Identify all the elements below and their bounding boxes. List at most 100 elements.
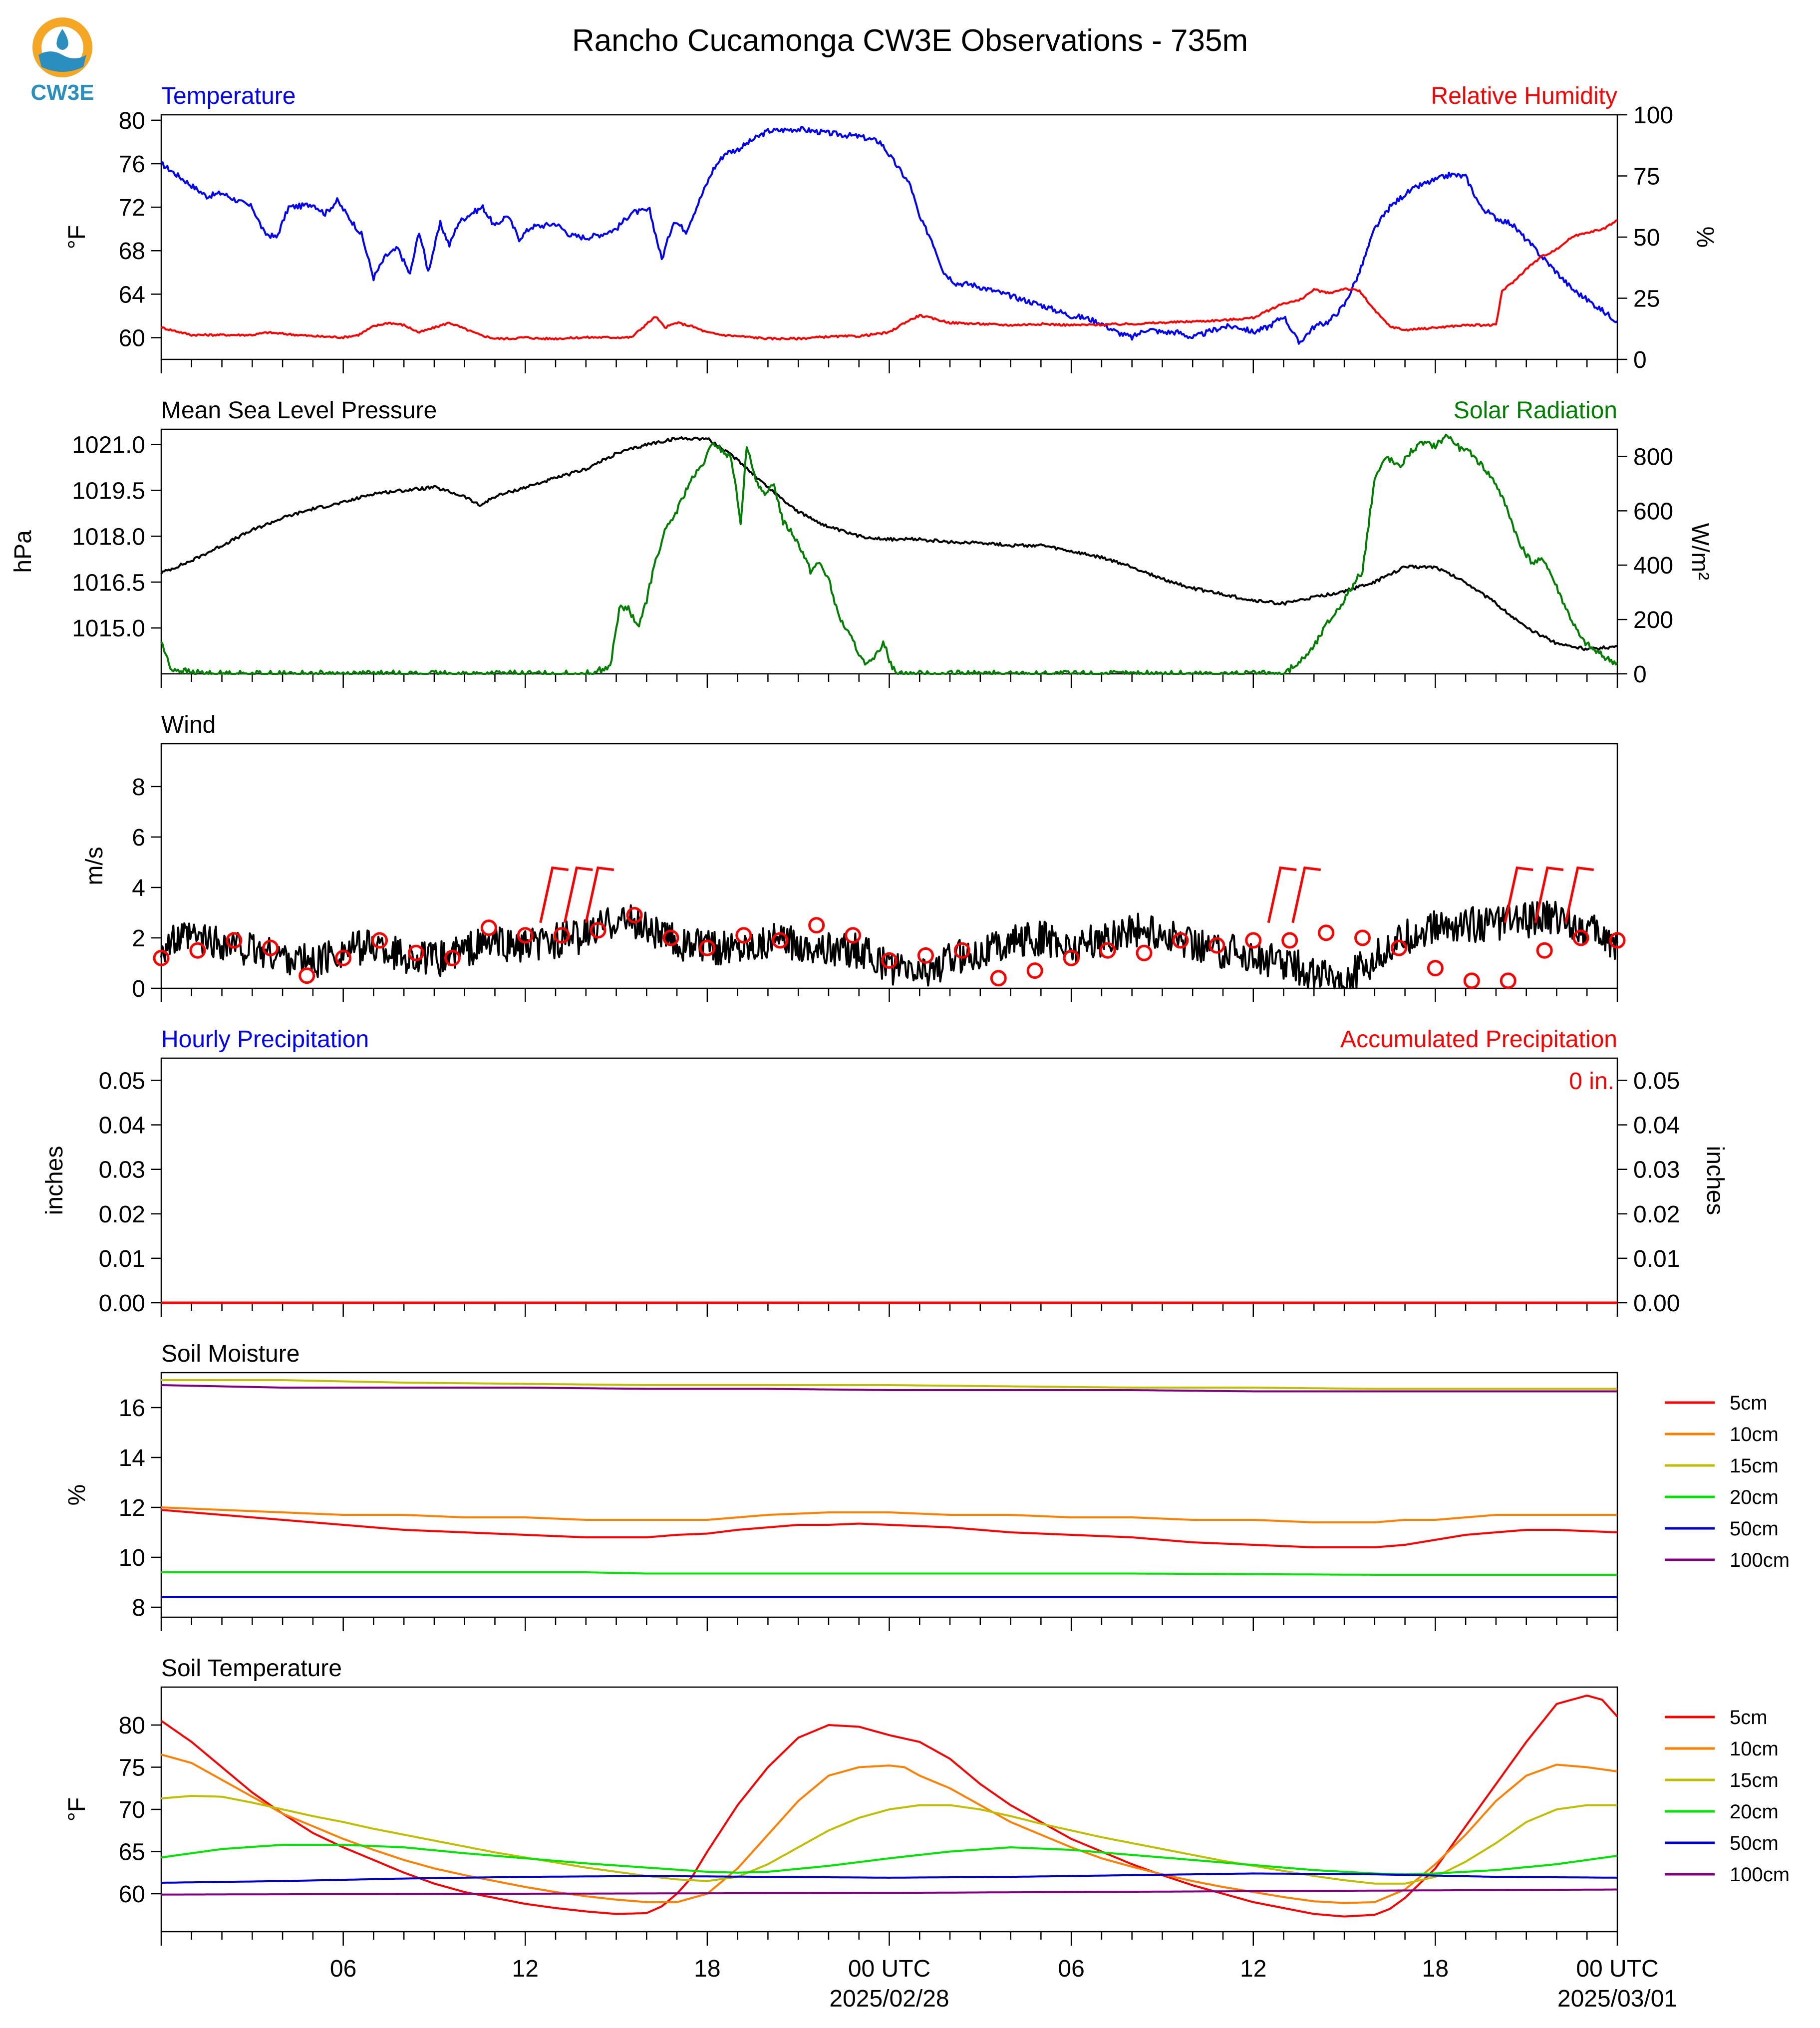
calm-wind-marker: [517, 927, 534, 944]
calm-wind-marker: [1354, 929, 1371, 946]
y2-tick-label: 0: [1633, 661, 1647, 688]
y2-tick-label: 25: [1633, 286, 1660, 312]
calm-wind-marker: [1136, 944, 1153, 961]
calm-wind-marker: [480, 919, 497, 936]
y-tick-label: 1016.5: [72, 570, 145, 596]
calm-wind-marker: [189, 942, 206, 959]
legend-label: 15cm: [1730, 1769, 1779, 1791]
panel-pressure-solar: Mean Sea Level Pressure Solar Radiation 10…: [10, 397, 1713, 688]
plot-frame: [160, 1372, 1618, 1618]
series-line: [161, 1384, 1617, 1393]
y-tick-label: 1019.5: [72, 478, 145, 505]
calm-wind-marker: [845, 927, 862, 944]
x-tick-label: 12: [512, 1956, 539, 1982]
calm-wind-marker: [1099, 942, 1116, 959]
y-tick-label: 14: [119, 1445, 145, 1471]
y-tick-label: 60: [119, 325, 145, 351]
series-line: [161, 1379, 1617, 1390]
calm-wind-marker: [590, 922, 607, 939]
logo-text: CW3E: [30, 80, 94, 105]
plot-frame: [160, 1057, 1618, 1304]
series-line: [161, 1888, 1617, 1896]
calm-wind-marker: [990, 970, 1007, 987]
y-tick-label: 12: [119, 1495, 145, 1521]
series-line: [160, 434, 1618, 675]
x-tick-label: 06: [1058, 1956, 1084, 1982]
panel-title: Soil Temperature: [161, 1655, 342, 1682]
y-axis-label: hPa: [10, 530, 36, 573]
calm-wind-marker: [1209, 937, 1225, 954]
legend-label: 10cm: [1730, 1738, 1779, 1760]
wind-barb: [1291, 866, 1321, 923]
calm-wind-marker: [1463, 972, 1480, 989]
y-tick-label: 76: [119, 151, 145, 178]
calm-wind-marker: [1172, 932, 1189, 949]
series-line: [160, 126, 1618, 345]
y-axis-label: °F: [64, 225, 90, 250]
calm-wind-marker: [153, 949, 170, 966]
calm-wind-marker: [735, 927, 752, 944]
y2-tick-label: 75: [1633, 164, 1660, 190]
y-tick-label: 1021.0: [72, 432, 145, 459]
calm-wind-marker: [262, 939, 279, 956]
y2-tick-label: 50: [1633, 225, 1660, 251]
calm-wind-marker: [808, 917, 825, 934]
y-tick-label: 8: [132, 774, 145, 801]
y2-tick-label: 0.05: [1633, 1068, 1680, 1095]
y2-tick-label: 0.04: [1633, 1113, 1680, 1139]
y2-axis-label: %: [1692, 227, 1718, 248]
wind-barb: [1534, 866, 1564, 923]
calm-wind-marker: [371, 932, 388, 949]
legend-label: 15cm: [1730, 1455, 1779, 1477]
legend-label: 20cm: [1730, 1801, 1779, 1823]
panel-title: Mean Sea Level Pressure: [161, 397, 437, 424]
calm-wind-marker: [1427, 960, 1444, 977]
wind-barb: [563, 866, 593, 923]
panel-right-title: Relative Humidity: [1431, 83, 1617, 109]
wind-barb: [539, 866, 569, 923]
y2-tick-label: 400: [1633, 553, 1673, 579]
y-axis-label: %: [64, 1484, 90, 1506]
y-axis-label: °F: [64, 1797, 90, 1822]
cw3e-logo: CW3E: [30, 17, 94, 105]
calm-wind-marker: [917, 947, 934, 964]
y2-tick-label: 200: [1633, 607, 1673, 633]
wind-barb: [1267, 866, 1297, 923]
y2-axis-label: W/m²: [1687, 523, 1713, 580]
y-tick-label: 0.00: [99, 1290, 145, 1317]
y-tick-label: 1015.0: [72, 615, 145, 642]
calm-wind-marker: [1390, 939, 1407, 956]
y2-tick-label: 0.00: [1633, 1290, 1680, 1317]
calm-wind-marker: [1500, 972, 1517, 989]
panel-precipitation: Hourly Precipitation Accumulated Precipit…: [41, 1026, 1728, 1317]
panel-wind: Wind 0 2 4 6 8 m/s: [81, 712, 1626, 1002]
y-tick-label: 80: [119, 1713, 145, 1739]
calm-wind-marker: [953, 942, 970, 959]
y-axis-label: m/s: [81, 847, 108, 885]
y2-tick-label: 0.02: [1633, 1201, 1680, 1228]
y-tick-label: 10: [119, 1545, 145, 1571]
calm-wind-marker: [662, 929, 679, 946]
calm-wind-marker: [1536, 942, 1553, 959]
x-tick-label: 18: [1422, 1956, 1449, 1982]
x-tick-label: 18: [694, 1956, 720, 1982]
legend-label: 50cm: [1730, 1518, 1779, 1540]
panel-temperature-rh: Temperature Relative Humidity 60 64 68 72 76 80…: [64, 83, 1718, 373]
calm-wind-marker: [1609, 932, 1626, 949]
x-tick-label: 00 UTC: [1576, 1956, 1658, 1982]
y-tick-label: 8: [132, 1595, 145, 1621]
calm-wind-marker: [335, 949, 352, 966]
y-tick-label: 80: [119, 108, 145, 134]
chart-panels: Temperature Relative Humidity606468727680…: [10, 83, 1790, 2012]
series-line: [160, 1694, 1618, 1918]
series-line: [161, 1509, 1618, 1548]
y-tick-label: 64: [119, 282, 145, 308]
y2-tick-label: 600: [1633, 498, 1673, 525]
panel-right-title: Solar Radiation: [1454, 397, 1617, 424]
series-line: [160, 436, 1618, 651]
logo-droplet: [56, 29, 68, 50]
series-line: [161, 1844, 1618, 1876]
x-tick-label: 12: [1240, 1956, 1266, 1982]
accumulated-precip-label: 0 in.: [1569, 1068, 1614, 1095]
